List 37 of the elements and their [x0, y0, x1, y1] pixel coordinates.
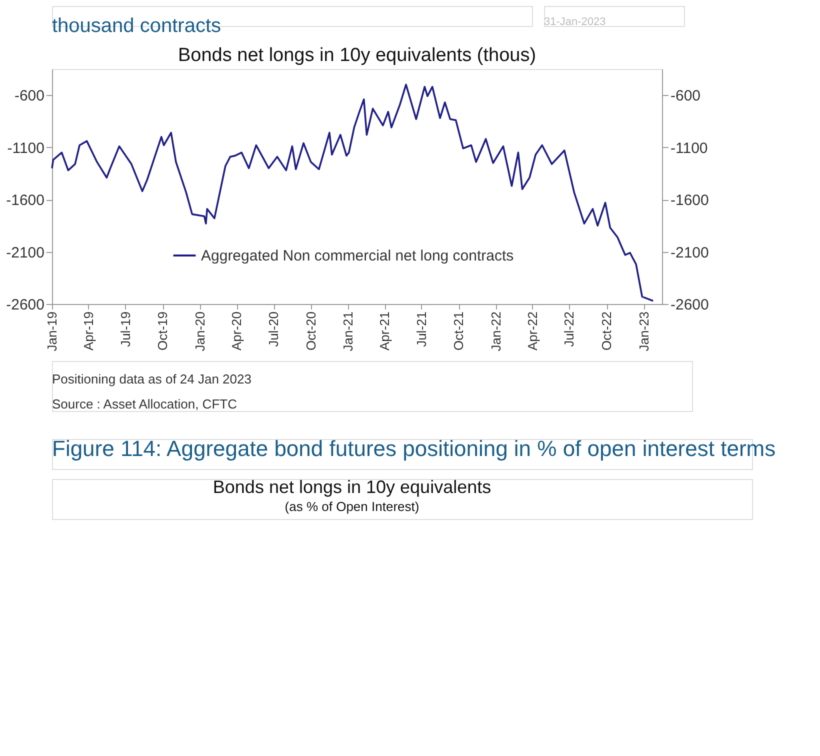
x-tick-label: Jul-19 [118, 312, 133, 347]
x-tick-label: Oct-22 [599, 312, 614, 351]
source-note: Source : Asset Allocation, CFTC [52, 396, 237, 412]
y-tick-label: -2600 [6, 296, 44, 314]
y2-tick-label: -1600 [670, 192, 709, 210]
y-tick-label: -1100 [7, 140, 44, 157]
x-tick-label: Jan-20 [192, 312, 208, 352]
y2-tick-label: -1100 [670, 140, 708, 157]
y-tick-label: -600 [14, 88, 44, 105]
x-tick-label: Jul-22 [562, 312, 577, 347]
x-tick-label: Jan-22 [488, 312, 504, 352]
y2-tick-label: -600 [670, 88, 701, 105]
x-tick-label: Jan-19 [44, 312, 60, 352]
x-tick-label: Jul-20 [266, 312, 282, 347]
x-tick-label: Apr-22 [524, 312, 540, 351]
text: Figure 114: Aggregate bond futures positioning in % of open interest terms [52, 436, 776, 461]
y-tick-label: -2100 [6, 244, 44, 262]
text: thousand contracts [52, 15, 221, 37]
x-tick-label: Oct-19 [155, 312, 170, 351]
text: (as % of Open Interest) [284, 499, 420, 514]
x-tick-label: Jan-23 [636, 312, 652, 352]
y2-tick-label: -2100 [670, 244, 709, 262]
x-tick-label: Apr-21 [377, 312, 392, 351]
x-tick-label: Oct-21 [451, 312, 466, 351]
y-tick-label: -1600 [6, 192, 44, 210]
text: Positioning data as of 24 Jan 2023 [52, 372, 252, 386]
line-series [51, 84, 654, 302]
y2-tick-label: -2600 [670, 296, 709, 314]
text: 31-Jan-2023 [544, 16, 606, 28]
x-tick-label: Jan-21 [340, 312, 356, 352]
text: Bonds net longs in 10y equivalents [212, 477, 492, 497]
x-tick-label: Oct-20 [303, 312, 318, 351]
x-tick-label: Apr-19 [80, 312, 96, 351]
x-tick-label: Apr-20 [229, 312, 244, 351]
legend-label: Aggregated Non commercial net long contracts [201, 248, 514, 264]
chart-title: Bonds net longs in 10y equivalents (thous) [178, 45, 536, 66]
x-tick-label: Jul-21 [414, 312, 429, 347]
